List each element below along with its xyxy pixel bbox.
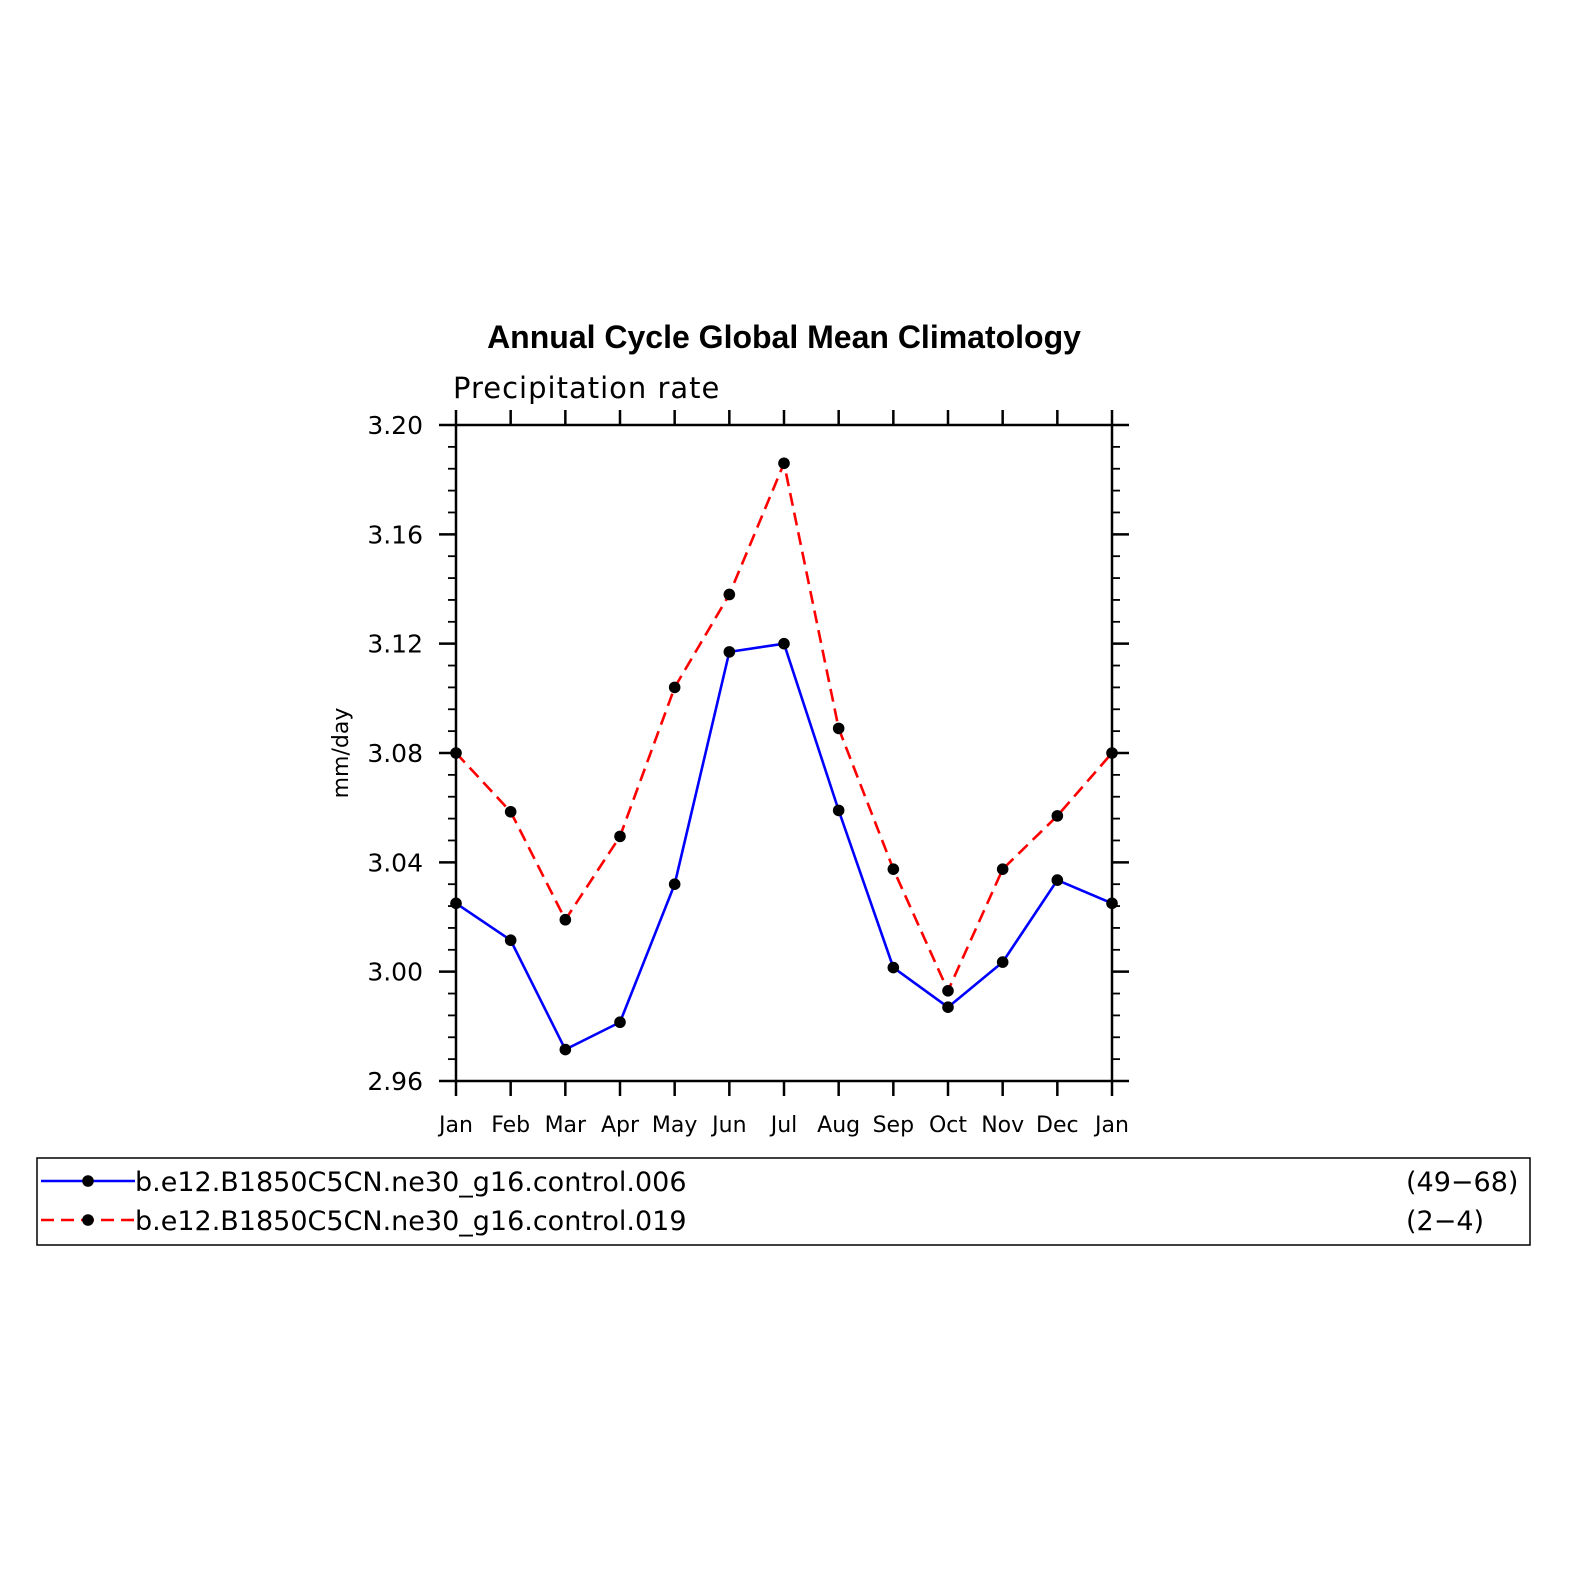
y-tick-label: 3.00 bbox=[367, 958, 423, 987]
x-tick-label: May bbox=[652, 1113, 697, 1138]
x-tick-label: Jan bbox=[1093, 1113, 1129, 1138]
series-1-point bbox=[1051, 874, 1064, 886]
x-tick-label: Mar bbox=[545, 1113, 587, 1138]
series-2-point bbox=[614, 830, 626, 843]
x-tick-label: Dec bbox=[1036, 1113, 1079, 1138]
legend-years-2: (2−4) bbox=[1406, 1206, 1484, 1237]
legend-box bbox=[36, 1157, 1531, 1246]
series-1-point bbox=[942, 1001, 954, 1013]
y-tick-label: 3.08 bbox=[367, 739, 423, 768]
x-tick-label: Aug bbox=[817, 1113, 860, 1138]
x-tick-label: Sep bbox=[873, 1113, 914, 1138]
series-2-point bbox=[996, 863, 1009, 875]
series-line-2 bbox=[455, 458, 1113, 994]
series-1-point bbox=[996, 956, 1009, 968]
series-1-point bbox=[504, 934, 517, 947]
series-1-point bbox=[559, 1043, 572, 1056]
chart-title: Annual Cycle Global Mean Climatology bbox=[487, 319, 1081, 355]
legend-years-1: (49−68) bbox=[1406, 1167, 1518, 1198]
series-2-point bbox=[778, 457, 790, 470]
y-axis-label: mm/day bbox=[329, 708, 354, 799]
x-tick-label: Oct bbox=[929, 1113, 967, 1138]
series-1-point bbox=[887, 961, 900, 974]
legend-swatch-marker-2 bbox=[82, 1214, 94, 1226]
y-tick-label: 3.16 bbox=[367, 520, 423, 549]
series-2-point bbox=[723, 588, 736, 601]
series-1-point bbox=[723, 646, 736, 658]
x-tick-label: Apr bbox=[601, 1113, 640, 1138]
series-2-point bbox=[504, 805, 517, 818]
series-1-point bbox=[668, 878, 681, 890]
axis-ticks bbox=[439, 410, 1129, 1096]
x-tick-label: Jul bbox=[769, 1113, 798, 1138]
series-1-point bbox=[614, 1016, 626, 1029]
x-tick-label: Feb bbox=[491, 1113, 530, 1138]
series-1-point bbox=[832, 804, 845, 817]
y-tick-label: 3.12 bbox=[367, 630, 423, 659]
plot-frame bbox=[454, 423, 1114, 1083]
y-tick-label: 3.04 bbox=[367, 848, 423, 877]
x-tick-label: Jan bbox=[437, 1113, 473, 1138]
series-2-point bbox=[1051, 810, 1064, 822]
series-layer bbox=[450, 457, 1118, 1056]
series-1-point bbox=[778, 637, 790, 650]
series-2-point bbox=[668, 681, 681, 694]
chart-subtitle: Precipitation rate bbox=[453, 371, 720, 405]
x-tick-label: Jun bbox=[710, 1113, 746, 1138]
legend-label-1: b.e12.B1850C5CN.ne30_g16.control.006 bbox=[135, 1167, 687, 1198]
series-2-point bbox=[559, 913, 572, 926]
legend-swatch-marker-1 bbox=[82, 1175, 94, 1187]
tick-labels: Jan Feb Mar Apr May Jun Jul Aug Sep Oct Nov Dec Jan 3… bbox=[367, 411, 1129, 1138]
legend: b.e12.B1850C5CN.ne30_g16.control.006 (49−… bbox=[36, 1157, 1531, 1246]
series-line-1 bbox=[455, 642, 1113, 1052]
series-2-point bbox=[887, 863, 900, 875]
x-tick-label: Nov bbox=[981, 1113, 1024, 1138]
series-2-point bbox=[942, 985, 954, 997]
y-tick-label: 2.96 bbox=[367, 1067, 423, 1096]
y-tick-label: 3.20 bbox=[367, 411, 423, 440]
series-2-point bbox=[832, 722, 845, 735]
legend-label-2: b.e12.B1850C5CN.ne30_g16.control.019 bbox=[135, 1206, 687, 1237]
